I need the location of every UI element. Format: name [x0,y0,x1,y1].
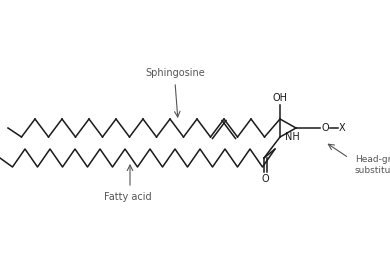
Text: O: O [321,123,329,133]
Text: Fatty acid: Fatty acid [104,192,152,202]
Text: O: O [262,174,269,184]
Text: X: X [339,123,346,133]
Text: Head-group
substituent: Head-group substituent [355,155,390,175]
Text: Sphingosine: Sphingosine [145,68,205,78]
Text: OH: OH [273,93,287,103]
Text: NH: NH [285,132,300,142]
